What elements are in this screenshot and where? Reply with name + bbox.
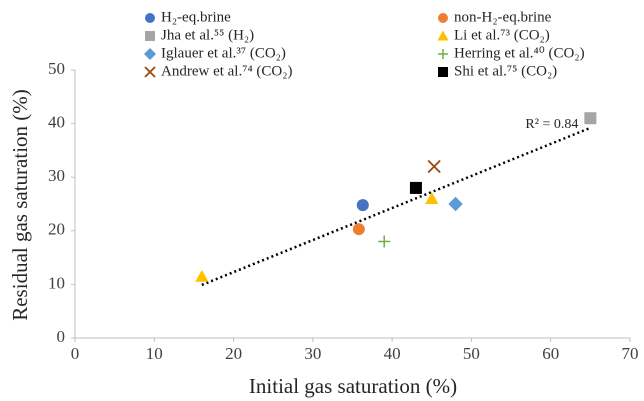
point xyxy=(448,196,463,212)
legend-marker xyxy=(145,13,155,23)
point xyxy=(378,235,391,248)
legend-label: Andrew et al.⁷⁴ (CO₂) xyxy=(161,63,292,79)
legend-marker xyxy=(145,31,155,41)
x-tick-label: 70 xyxy=(622,344,639,363)
legend-label: Shi et al.⁷⁵ (CO₂) xyxy=(454,63,557,79)
legend-label: Herring et al.⁴⁰ (CO₂) xyxy=(454,45,585,61)
trendline-label: R² = 0.84 xyxy=(525,117,578,132)
y-tick-label: 30 xyxy=(48,166,65,185)
point xyxy=(427,159,441,174)
legend-label: H₂-eq.brine xyxy=(161,9,231,25)
legend-label: Iglauer et al.³⁷ (CO₂) xyxy=(161,45,286,61)
x-tick-label: 50 xyxy=(463,344,480,363)
point xyxy=(352,223,365,236)
x-tick-label: 10 xyxy=(146,344,163,363)
x-tick-label: 40 xyxy=(384,344,401,363)
y-tick-label: 0 xyxy=(57,327,66,346)
legend-marker xyxy=(438,49,448,59)
x-tick-label: 0 xyxy=(71,344,80,363)
y-tick-label: 50 xyxy=(48,59,65,78)
legend-label: Jha et al.⁵⁵ (H₂) xyxy=(161,27,254,43)
y-axis-title: Residual gas saturation (%) xyxy=(8,89,32,321)
point xyxy=(584,112,597,125)
y-tick-label: 40 xyxy=(48,113,65,132)
legend-marker xyxy=(144,66,156,78)
x-tick-label: 60 xyxy=(542,344,559,363)
legend-label: Li et al.⁷³ (CO₂) xyxy=(454,27,550,43)
point xyxy=(409,181,422,194)
legend-marker xyxy=(438,67,448,77)
legend-marker xyxy=(438,13,448,23)
legend-marker xyxy=(144,48,156,60)
x-tick-label: 20 xyxy=(225,344,242,363)
y-tick-label: 10 xyxy=(48,273,65,292)
point xyxy=(425,192,439,205)
x-tick-label: 30 xyxy=(304,344,321,363)
legend-label: non-H₂-eq.brine xyxy=(454,9,552,25)
legend-marker xyxy=(437,30,449,41)
trendline xyxy=(201,126,591,287)
point xyxy=(356,199,369,212)
point xyxy=(195,269,209,282)
y-tick-label: 20 xyxy=(48,220,65,239)
x-axis-title: Initial gas saturation (%) xyxy=(249,374,457,398)
